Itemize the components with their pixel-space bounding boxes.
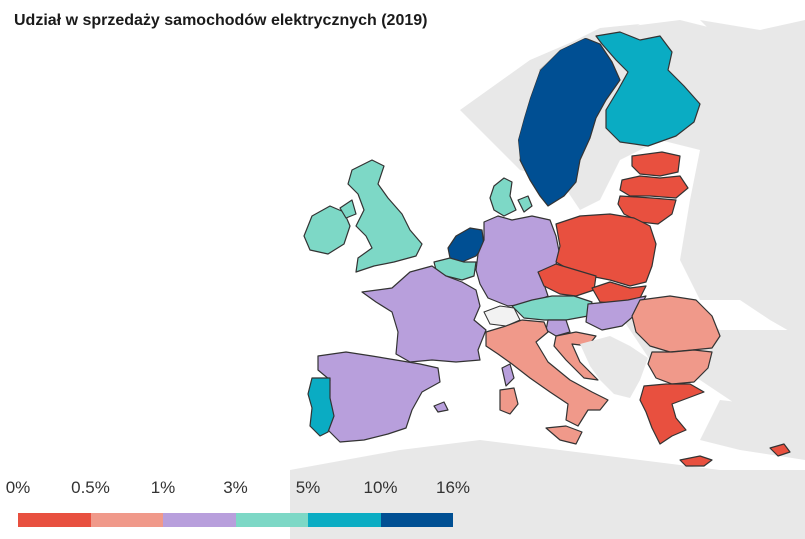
country-bulgaria[interactable] <box>647 349 713 385</box>
country-spain[interactable] <box>317 351 441 443</box>
country-greece[interactable] <box>639 383 705 445</box>
legend-tick-5: 10% <box>363 478 398 497</box>
legend-tick-6: 16% <box>435 478 471 497</box>
country-northern-ireland[interactable] <box>339 199 357 219</box>
country-switzerland <box>483 305 521 327</box>
country-ireland[interactable] <box>303 205 351 255</box>
country-france[interactable] <box>361 265 487 363</box>
country-greece-crete[interactable] <box>679 455 713 467</box>
country-latvia[interactable] <box>619 175 689 199</box>
legend-tick-4: 5% <box>295 478 321 497</box>
country-balkans <box>580 336 648 398</box>
country-france-corsica[interactable] <box>501 363 515 387</box>
country-italy-sardinia[interactable] <box>499 387 519 415</box>
legend-swatch-4 <box>308 513 381 527</box>
country-germany[interactable] <box>475 215 561 307</box>
legend-swatch-5 <box>380 513 453 527</box>
legend-swatch-0 <box>18 513 91 527</box>
country-united-kingdom[interactable] <box>347 159 423 273</box>
legend-swatch-2 <box>163 513 236 527</box>
country-denmark-islands[interactable] <box>517 195 533 213</box>
legend-swatch-1 <box>90 513 163 527</box>
country-poland[interactable] <box>555 213 657 287</box>
country-portugal[interactable] <box>307 377 335 437</box>
country-estonia[interactable] <box>631 151 681 177</box>
legend-color-bar <box>18 513 453 527</box>
country-finland[interactable] <box>595 31 701 147</box>
legend-swatch-3 <box>235 513 308 527</box>
legend-tick-2: 1% <box>150 478 176 497</box>
country-italy[interactable] <box>485 319 609 427</box>
country-lithuania[interactable] <box>617 195 677 225</box>
map-title: Udział w sprzedaży samochodów elektryczn… <box>14 12 428 29</box>
legend-tick-3: 3% <box>223 478 248 497</box>
legend-tick-1: 0.5% <box>71 478 110 497</box>
legend-tick-0: 0% <box>5 478 31 497</box>
country-denmark[interactable] <box>489 177 517 217</box>
country-cyprus[interactable] <box>769 443 791 457</box>
country-italy-sicily[interactable] <box>545 425 583 445</box>
country-romania[interactable] <box>631 295 721 353</box>
country-spain-balearic[interactable] <box>433 401 449 413</box>
